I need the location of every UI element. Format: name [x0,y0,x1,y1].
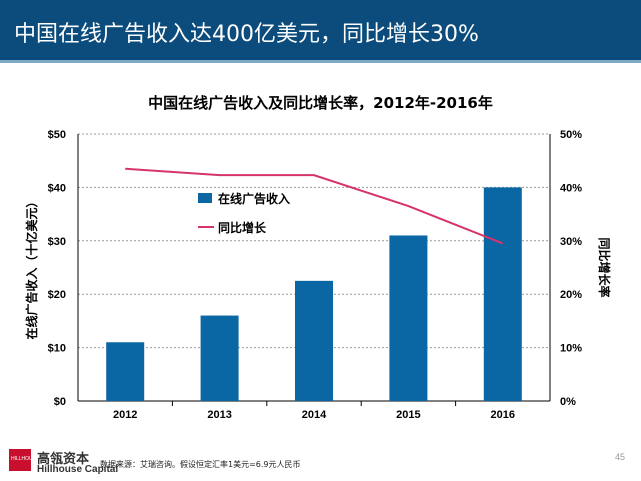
bar-2013 [200,315,239,401]
header-bar: 中国在线广告收入达400亿美元，同比增长30% [0,0,641,60]
bar-2012 [106,342,145,401]
bar-2014 [295,280,333,401]
company-logo: HILLHOUSE [9,449,39,471]
page-number: 45 [615,452,626,462]
y2-tick-label: 40% [560,182,582,194]
y2-tick-label: 10% [560,343,582,355]
bar-2016 [483,187,522,401]
legend-bar-swatch [198,193,212,203]
y-tick-label: $0 [54,396,66,408]
logo-text: HILLHOUSE [11,456,40,462]
header-divider [0,60,641,63]
y2-tick-label: 30% [560,236,582,248]
legend-bar-label: 在线广告收入 [218,191,290,206]
source-note: 数据来源：艾瑞咨询。假设恒定汇率1美元=6.9元人民币 [100,460,301,469]
company-name-en: Hillhouse Capital [37,464,119,475]
growth-line [125,167,504,245]
y-tick-label: $20 [48,289,66,301]
chart-svg: $0 $10 $20 $30 $40 $50 0% 10% 20% 30% 40% 50% 2012 20… [24,129,612,421]
company-name-cn: 高瓴资本 [37,452,90,467]
x-tick-label: 2014 [302,409,327,421]
bar-2015 [389,235,428,401]
y2-tick-label: 50% [560,129,582,141]
x-tick-label: 2013 [207,409,231,421]
chart-title: 中国在线广告收入及同比增长率，2012年-2016年 [148,94,493,112]
x-tick-label: 2015 [396,409,420,421]
y2-tick-label: 20% [560,289,582,301]
y-tick-label: $50 [48,129,66,141]
y-axis-title: 在线广告收入（十亿美元） [24,195,39,339]
y2-axis-title: 同比增长率 [597,237,612,297]
y-tick-label: $10 [48,343,66,355]
y2-tick-label: 0% [560,396,576,408]
y-tick-label: $30 [48,236,66,248]
page-title: 中国在线广告收入达400亿美元，同比增长30% [14,22,479,47]
legend-line-label: 同比增长 [218,220,267,235]
x-tick-label: 2012 [113,409,137,421]
y-tick-label: $40 [48,182,66,194]
x-tick-label: 2016 [491,409,515,421]
